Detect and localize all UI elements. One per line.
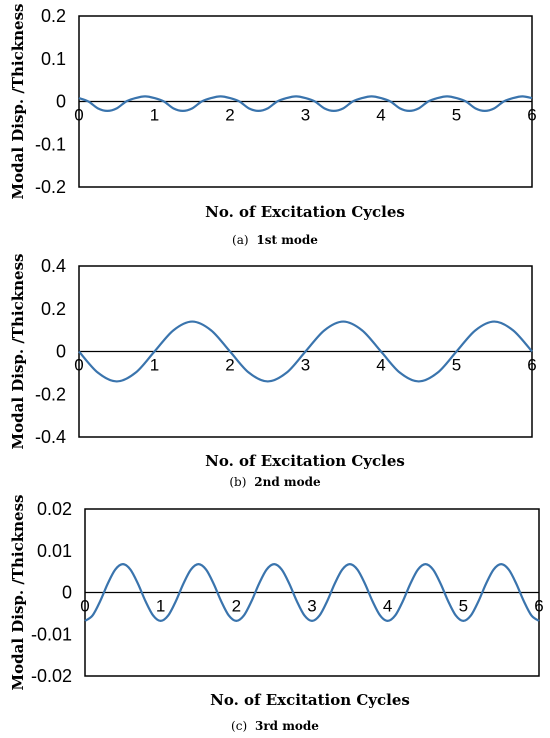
series-line	[78, 95, 533, 113]
x-tick-label: 4	[383, 597, 392, 616]
y-tick-label: 0	[56, 342, 66, 362]
x-tick-label: 5	[459, 597, 468, 616]
panel-c: 0 1 2 3 4 5 6 0.02 0.01 0 -0.01 -0.02 Modal Disp. …	[9, 495, 544, 733]
x-tick-label: 6	[534, 597, 543, 616]
x-tick-label: 3	[301, 356, 310, 375]
x-tick-label: 4	[376, 356, 385, 375]
y-axis-title: Modal Disp. /Thickness	[9, 495, 27, 691]
y-tick-label: 0.01	[37, 541, 72, 561]
series-line	[84, 563, 540, 622]
y-tick-label: 0.1	[41, 49, 66, 69]
panel-caption: (b) 2nd mode	[229, 475, 321, 489]
x-tick-layer: 0 1 2 3 4 5 6	[80, 597, 543, 616]
y-tick-label: 0	[56, 92, 66, 112]
x-tick-label: 5	[452, 356, 461, 375]
x-tick-label: 1	[156, 597, 165, 616]
caption-mode: 2nd mode	[254, 475, 321, 489]
panel-b: 0 1 2 3 4 5 6 0.4 0.2 0 -0.2 -0.4 Modal Disp. /Thi…	[9, 254, 537, 489]
panel-caption: (c) 3rd mode	[231, 719, 319, 733]
y-tick-layer: 0.02 0.01 0 -0.01 -0.02	[31, 499, 72, 686]
y-tick-label: 0	[62, 583, 72, 603]
x-tick-label: 5	[452, 106, 461, 125]
y-tick-label: -0.4	[35, 427, 66, 447]
x-tick-label: 3	[301, 106, 310, 125]
x-tick-label: 0	[80, 597, 89, 616]
series-layer	[78, 320, 533, 383]
x-tick-label: 2	[232, 597, 241, 616]
x-tick-label: 0	[74, 106, 83, 125]
caption-prefix: (a)	[232, 233, 249, 247]
x-axis-title: No. of Excitation Cycles	[205, 452, 405, 470]
caption-prefix: (c)	[231, 719, 247, 733]
caption-mode: 3rd mode	[255, 719, 319, 733]
x-tick-label: 0	[74, 356, 83, 375]
series-layer	[84, 563, 540, 622]
y-tick-label: -0.2	[35, 177, 66, 197]
y-tick-label: 0.4	[41, 256, 66, 276]
x-tick-label: 3	[307, 597, 316, 616]
y-tick-label: -0.1	[35, 134, 66, 154]
y-tick-layer: 0.4 0.2 0 -0.2 -0.4	[35, 256, 66, 447]
x-tick-label: 1	[150, 106, 159, 125]
series-line	[78, 320, 533, 383]
caption-mode: 1st mode	[256, 233, 318, 247]
x-tick-label: 2	[225, 106, 234, 125]
caption-prefix: (b)	[229, 475, 246, 489]
x-tick-label: 1	[150, 356, 159, 375]
x-tick-layer: 0 1 2 3 4 5 6	[74, 106, 536, 125]
series-layer	[78, 95, 533, 113]
y-tick-label: -0.02	[31, 666, 72, 686]
y-tick-label: 0.2	[41, 6, 66, 26]
panel-caption: (a) 1st mode	[232, 233, 318, 247]
x-axis-title: No. of Excitation Cycles	[210, 691, 410, 709]
x-tick-label: 6	[527, 106, 536, 125]
y-tick-label: 0.02	[37, 499, 72, 519]
y-tick-label: 0.2	[41, 299, 66, 319]
y-tick-label: -0.01	[31, 624, 72, 644]
x-tick-label: 4	[376, 106, 385, 125]
y-tick-layer: 0.2 0.1 0 -0.1 -0.2	[35, 6, 66, 197]
x-tick-layer: 0 1 2 3 4 5 6	[74, 356, 536, 375]
x-axis-title: No. of Excitation Cycles	[205, 203, 405, 221]
y-axis-title: Modal Disp. /Thickness	[9, 254, 27, 450]
x-tick-label: 2	[225, 356, 234, 375]
panel-a: 0 1 2 3 4 5 6 0.2 0.1 0 -0.1 -0.2 Modal Disp. /Thi…	[9, 4, 537, 247]
y-tick-label: -0.2	[35, 384, 66, 404]
y-axis-title: Modal Disp. /Thickness	[9, 4, 27, 200]
x-tick-label: 6	[527, 356, 536, 375]
